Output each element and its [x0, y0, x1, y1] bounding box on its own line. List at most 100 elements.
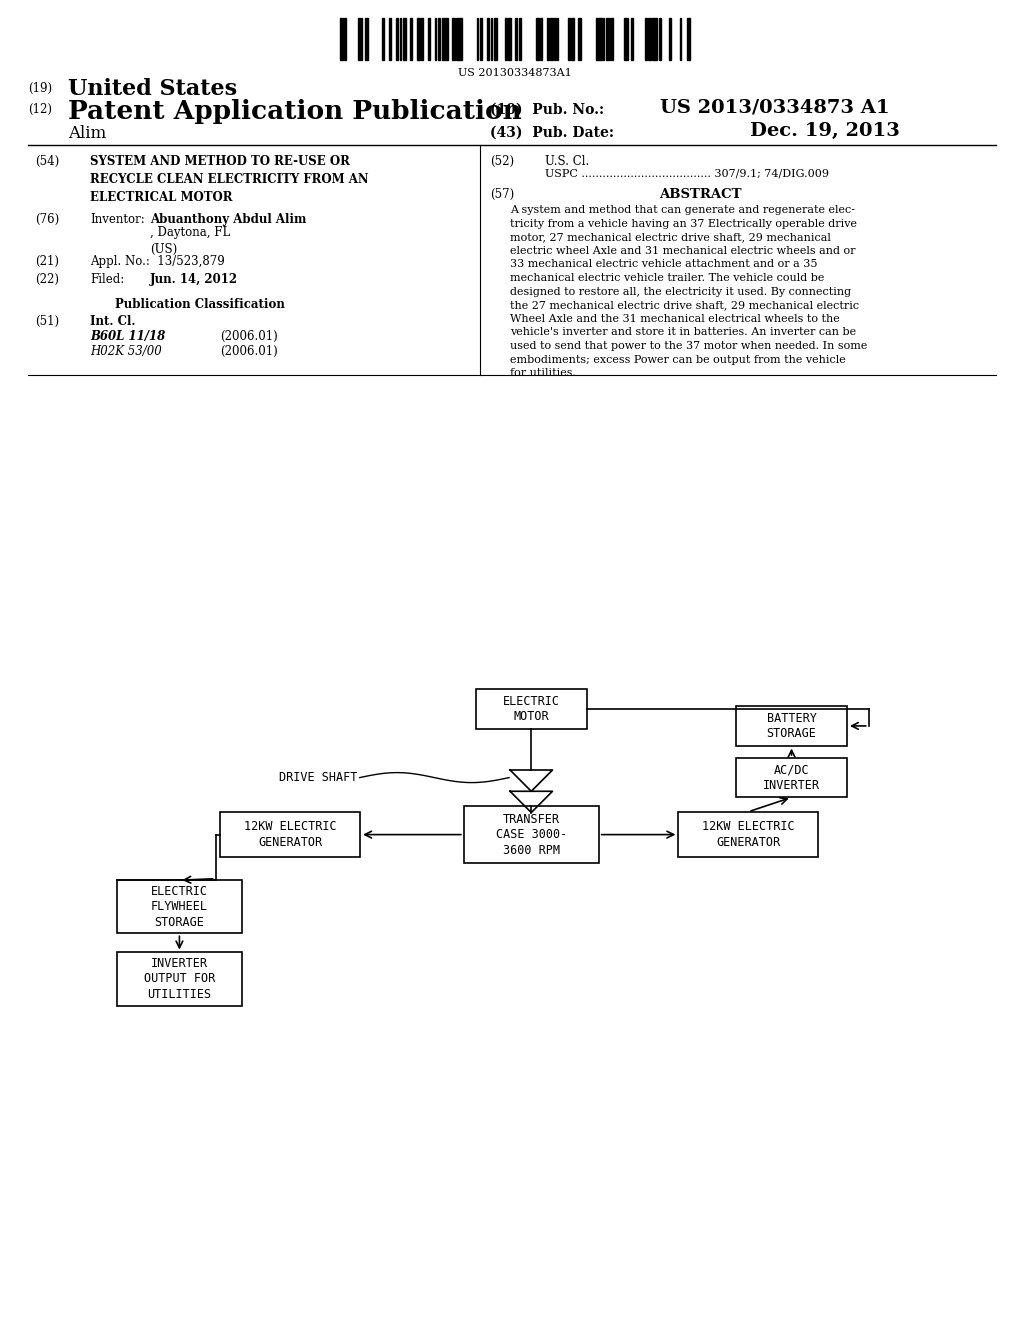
- Bar: [540, 18, 542, 59]
- Bar: [686, 18, 690, 59]
- Text: (43)  Pub. Date:: (43) Pub. Date:: [490, 125, 614, 140]
- Bar: [464, 807, 599, 863]
- Bar: [658, 18, 660, 59]
- Text: (51): (51): [35, 315, 59, 327]
- Bar: [365, 18, 368, 59]
- Bar: [389, 18, 391, 59]
- Bar: [441, 18, 443, 59]
- Text: SYSTEM AND METHOD TO RE-USE OR
RECYCLE CLEAN ELECTRICITY FROM AN
ELECTRICAL MOTO: SYSTEM AND METHOD TO RE-USE OR RECYCLE C…: [90, 154, 369, 205]
- Text: A system and method that can generate and regenerate elec-
tricity from a vehicl: A system and method that can generate an…: [510, 205, 867, 379]
- Text: ABSTRACT: ABSTRACT: [658, 187, 741, 201]
- Bar: [490, 18, 493, 59]
- Bar: [421, 18, 423, 59]
- Bar: [680, 18, 681, 59]
- Text: (54): (54): [35, 154, 59, 168]
- Bar: [117, 880, 242, 933]
- Bar: [480, 18, 482, 59]
- Text: Publication Classification: Publication Classification: [115, 298, 285, 312]
- Bar: [220, 812, 360, 858]
- Bar: [669, 18, 672, 59]
- Bar: [340, 18, 343, 59]
- Text: (52): (52): [490, 154, 514, 168]
- Bar: [410, 18, 412, 59]
- Text: DRIVE SHAFT: DRIVE SHAFT: [280, 771, 357, 784]
- Text: Inventor:: Inventor:: [90, 213, 144, 226]
- Text: (2006.01): (2006.01): [220, 330, 278, 343]
- Bar: [417, 18, 421, 59]
- Text: Dec. 19, 2013: Dec. 19, 2013: [750, 121, 900, 140]
- Bar: [550, 18, 553, 59]
- Bar: [644, 18, 646, 59]
- Bar: [571, 18, 574, 59]
- Text: (10)  Pub. No.:: (10) Pub. No.:: [490, 103, 604, 117]
- Bar: [557, 18, 558, 59]
- Text: Patent Application Publication: Patent Application Publication: [68, 99, 522, 124]
- Bar: [505, 18, 507, 59]
- Text: , Daytona, FL
(US): , Daytona, FL (US): [150, 226, 230, 256]
- Bar: [536, 18, 539, 59]
- Text: (76): (76): [35, 213, 59, 226]
- Bar: [554, 18, 556, 59]
- Text: 12KW ELECTRIC
GENERATOR: 12KW ELECTRIC GENERATOR: [244, 820, 337, 849]
- Bar: [117, 953, 242, 1006]
- Text: US 20130334873A1: US 20130334873A1: [458, 69, 571, 78]
- Text: TRANSFER
CASE 3000-
3600 RPM: TRANSFER CASE 3000- 3600 RPM: [496, 813, 567, 857]
- Bar: [602, 18, 604, 59]
- Text: United States: United States: [68, 78, 238, 100]
- Bar: [396, 18, 398, 59]
- Bar: [403, 18, 406, 59]
- Text: U.S. Cl.: U.S. Cl.: [545, 154, 589, 168]
- Bar: [476, 689, 587, 729]
- Bar: [459, 18, 462, 59]
- Bar: [494, 18, 497, 59]
- Text: 12KW ELECTRIC
GENERATOR: 12KW ELECTRIC GENERATOR: [701, 820, 795, 849]
- Bar: [518, 18, 521, 59]
- Bar: [624, 18, 627, 59]
- Text: H02K 53/00: H02K 53/00: [90, 345, 162, 358]
- Bar: [434, 18, 436, 59]
- Bar: [515, 18, 517, 59]
- Bar: [578, 18, 581, 59]
- Bar: [736, 706, 847, 746]
- Text: Filed:: Filed:: [90, 273, 124, 286]
- Bar: [606, 18, 608, 59]
- Bar: [508, 18, 511, 59]
- Text: (21): (21): [35, 255, 59, 268]
- Bar: [631, 18, 633, 59]
- Text: (22): (22): [35, 273, 59, 286]
- Bar: [627, 18, 629, 59]
- Text: Int. Cl.: Int. Cl.: [90, 315, 135, 327]
- Bar: [609, 18, 612, 59]
- Text: (2006.01): (2006.01): [220, 345, 278, 358]
- Bar: [361, 18, 362, 59]
- Text: Appl. No.:  13/523,879: Appl. No.: 13/523,879: [90, 255, 224, 268]
- Bar: [399, 18, 401, 59]
- Bar: [596, 18, 599, 59]
- Bar: [655, 18, 657, 59]
- Bar: [476, 18, 478, 59]
- Bar: [487, 18, 488, 59]
- Text: ELECTRIC
MOTOR: ELECTRIC MOTOR: [503, 694, 560, 723]
- Text: ELECTRIC
FLYWHEEL
STORAGE: ELECTRIC FLYWHEEL STORAGE: [151, 884, 208, 929]
- Bar: [382, 18, 384, 59]
- Text: B60L 11/18: B60L 11/18: [90, 330, 165, 343]
- Bar: [438, 18, 440, 59]
- Text: USPC ..................................... 307/9.1; 74/DIG.009: USPC ...................................…: [545, 168, 829, 178]
- Text: (57): (57): [490, 187, 514, 201]
- Text: Alim: Alim: [68, 125, 106, 143]
- Bar: [547, 18, 550, 59]
- Bar: [567, 18, 569, 59]
- Bar: [357, 18, 360, 59]
- Text: AC/DC
INVERTER: AC/DC INVERTER: [763, 763, 820, 792]
- Bar: [651, 18, 655, 59]
- Bar: [452, 18, 455, 59]
- Bar: [456, 18, 459, 59]
- Bar: [599, 18, 602, 59]
- Text: (12): (12): [28, 103, 52, 116]
- Text: Abuanthony Abdul Alim: Abuanthony Abdul Alim: [150, 213, 306, 226]
- Bar: [648, 18, 651, 59]
- Bar: [427, 18, 430, 59]
- Text: BATTERY
STORAGE: BATTERY STORAGE: [767, 711, 816, 741]
- Text: INVERTER
OUTPUT FOR
UTILITIES: INVERTER OUTPUT FOR UTILITIES: [143, 957, 215, 1001]
- Bar: [678, 812, 818, 858]
